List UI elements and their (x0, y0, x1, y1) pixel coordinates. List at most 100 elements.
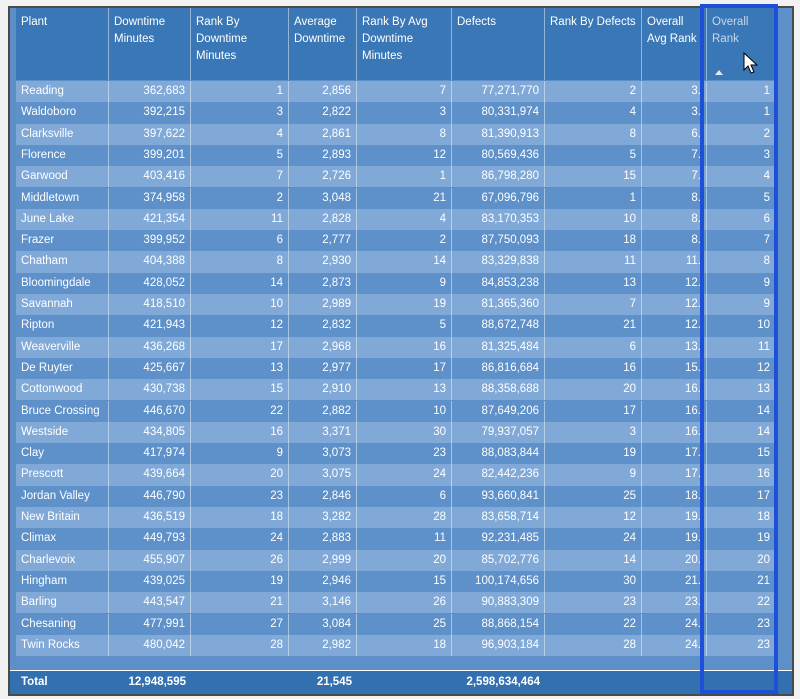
table-cell: 17. (642, 443, 707, 465)
row-label: Charlevoix (16, 549, 109, 571)
column-header[interactable]: Rank By Downtime Minutes (191, 8, 289, 80)
table-cell: 399,952 (109, 230, 191, 252)
column-header[interactable]: Defects (452, 8, 545, 80)
column-header[interactable]: Average Downtime (289, 8, 357, 80)
table-cell: 2,828 (289, 208, 357, 231)
table-cell: 11 (707, 336, 776, 358)
table-cell: 9 (707, 272, 776, 294)
sort-indicator (715, 70, 723, 75)
table-cell: 8 (357, 123, 452, 145)
table-cell: 81,325,484 (452, 336, 545, 358)
column-header[interactable]: Rank By Defects (545, 8, 642, 80)
table-cell: 21 (707, 570, 776, 593)
table-cell: 3,075 (289, 464, 357, 486)
table-cell: 436,268 (109, 336, 191, 358)
table-cell: 26 (191, 549, 289, 571)
table-cell: 2 (545, 81, 642, 103)
row-label: Bloomingdale (16, 272, 109, 294)
table-cell: 19. (642, 507, 707, 529)
table-cell: 12 (191, 315, 289, 337)
table-cell: 14 (707, 421, 776, 444)
table-cell: 16 (357, 336, 452, 358)
table-cell: 418,510 (109, 294, 191, 316)
table-cell: 8 (707, 251, 776, 273)
table-cell: 18 (191, 507, 289, 529)
table-cell: 25 (357, 613, 452, 635)
table-cell: 83,170,353 (452, 208, 545, 231)
table-cell: 13 (191, 357, 289, 380)
table-cell: 8 (191, 251, 289, 273)
table-cell: 19 (707, 528, 776, 550)
total-cell: 12,948,595 (128, 676, 186, 688)
table-cell: 22 (545, 613, 642, 635)
column-header[interactable]: Overall Avg Rank (642, 8, 707, 80)
row-label: Climax (16, 528, 109, 550)
row-label: Jordan Valley (16, 485, 109, 507)
table-cell: 3,371 (289, 421, 357, 444)
table-cell: 23 (707, 613, 776, 635)
table-cell: 2,846 (289, 485, 357, 507)
table-cell: 2 (707, 123, 776, 145)
table-cell: 399,201 (109, 144, 191, 167)
table-cell: 81,390,913 (452, 123, 545, 145)
table-cell: 3,146 (289, 592, 357, 614)
table-cell: 3 (707, 144, 776, 167)
table-cell: 2,977 (289, 357, 357, 380)
table-cell: 2,873 (289, 272, 357, 294)
table-cell: 439,664 (109, 464, 191, 486)
table-cell: 12. (642, 294, 707, 316)
total-cell: 21,545 (316, 676, 352, 688)
table-cell: 18. (642, 485, 707, 507)
table-cell: 2 (191, 187, 289, 209)
table-cell: 21 (191, 592, 289, 614)
column-header[interactable]: Overall Rank (707, 8, 776, 80)
table-cell: 30 (357, 421, 452, 444)
table-cell: 26 (357, 592, 452, 614)
table-cell: 11 (545, 251, 642, 273)
table-cell: 87,750,093 (452, 230, 545, 252)
table-cell: 8 (545, 123, 642, 145)
table-cell: 19 (545, 443, 642, 465)
column-header[interactable]: Rank By Avg Downtime Minutes (357, 8, 452, 80)
table-cell: 77,271,770 (452, 81, 545, 103)
table-cell: 23. (642, 592, 707, 614)
table-cell: 14 (545, 549, 642, 571)
table-cell: 1 (357, 166, 452, 188)
table-cell: 23 (357, 443, 452, 465)
row-label: Clay (16, 443, 109, 465)
table-cell: 80,331,974 (452, 102, 545, 124)
table-cell: 96,903,184 (452, 634, 545, 657)
table-cell: 3,084 (289, 613, 357, 635)
table-cell: 2,989 (289, 294, 357, 316)
table-cell: 13 (707, 379, 776, 401)
table-cell: 14 (191, 272, 289, 294)
column-header[interactable]: Plant (16, 8, 109, 80)
table-cell: 434,805 (109, 421, 191, 444)
table-cell: 92,231,485 (452, 528, 545, 550)
cursor (743, 52, 759, 74)
table-cell: 22 (191, 400, 289, 422)
table-cell: 6 (357, 485, 452, 507)
table-cell: 6 (191, 230, 289, 252)
row-label: Florence (16, 144, 109, 167)
row-label: Middletown (16, 187, 109, 209)
table-cell: 2 (357, 230, 452, 252)
table-cell: 449,793 (109, 528, 191, 550)
table-cell: 23 (545, 592, 642, 614)
row-label: Ripton (16, 315, 109, 337)
table-cell: 439,025 (109, 570, 191, 593)
table-cell: 19 (191, 570, 289, 593)
table-cell: 15. (642, 357, 707, 380)
table-cell: 2,882 (289, 400, 357, 422)
table-cell: 13 (357, 379, 452, 401)
column-header[interactable]: Downtime Minutes (109, 8, 191, 80)
table-cell: 24. (642, 634, 707, 657)
table-cell: 100,174,656 (452, 570, 545, 593)
row-label: Chatham (16, 251, 109, 273)
table-cell: 10 (545, 208, 642, 231)
table-cell: 3. (642, 81, 707, 103)
table-cell: 7. (642, 144, 707, 167)
table-cell: 443,547 (109, 592, 191, 614)
table-cell: 30 (545, 570, 642, 593)
table-cell: 11 (191, 208, 289, 231)
